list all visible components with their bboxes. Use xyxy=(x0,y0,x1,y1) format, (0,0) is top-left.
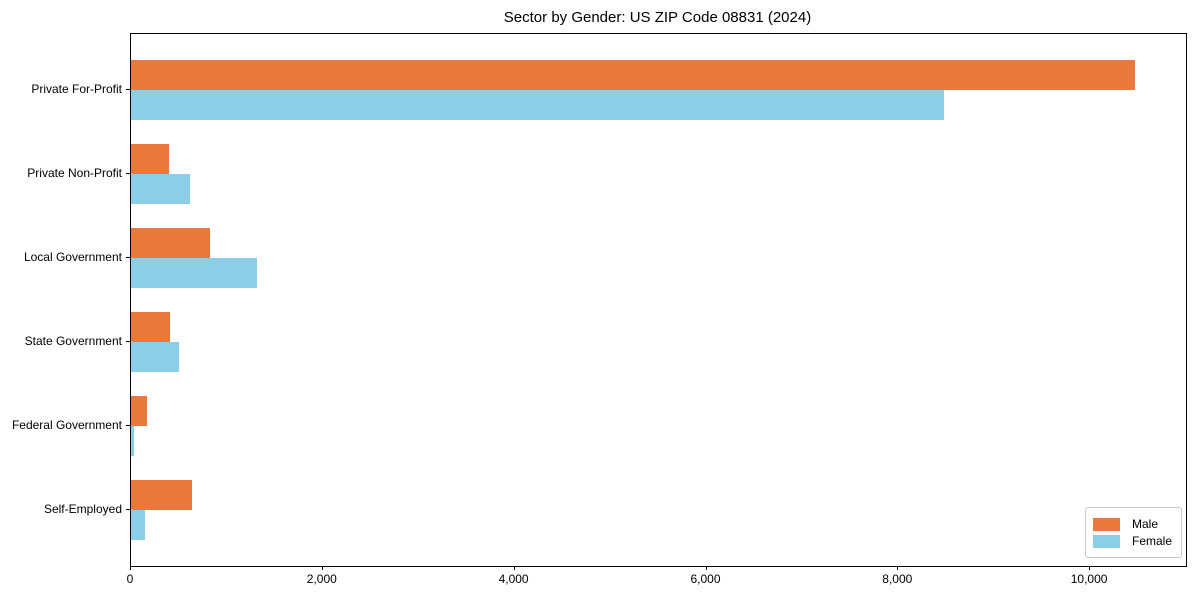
y-tick-mark xyxy=(126,341,130,342)
x-tick-mark xyxy=(897,566,899,570)
y-tick-label: Local Government xyxy=(23,250,122,264)
legend-label-male: Male xyxy=(1131,517,1158,531)
bar-male-private-for-profit xyxy=(131,60,1136,90)
x-tick-mark xyxy=(513,566,515,570)
y-tick-label: Self-Employed xyxy=(43,502,122,516)
bar-female-private-for-profit xyxy=(131,90,945,120)
x-tick-label: 10,000 xyxy=(1070,572,1108,586)
bars-layer xyxy=(131,34,1186,566)
y-tick-label: Federal Government xyxy=(11,418,122,432)
plot-area: Male Female xyxy=(130,33,1187,567)
bar-female-self-employed xyxy=(131,510,146,540)
y-tick-mark xyxy=(126,509,130,510)
bar-male-self-employed xyxy=(131,480,193,510)
bar-female-state-government xyxy=(131,342,179,372)
y-tick-label: Private Non-Profit xyxy=(27,166,122,180)
y-tick-mark xyxy=(126,173,130,174)
x-tick-label: 2,000 xyxy=(306,572,337,586)
bar-male-state-government xyxy=(131,312,171,342)
bar-male-private-non-profit xyxy=(131,144,170,174)
x-tick-mark xyxy=(130,566,131,570)
x-tick-label: 6,000 xyxy=(690,572,721,586)
bar-female-local-government xyxy=(131,258,257,288)
y-tick-label: State Government xyxy=(24,334,122,348)
female-series-swatch xyxy=(1092,534,1120,548)
x-tick-mark xyxy=(321,566,323,570)
legend: Male Female xyxy=(1084,507,1182,558)
legend-entry-male: Male xyxy=(1092,517,1172,531)
x-tick-label: 8,000 xyxy=(882,572,913,586)
male-series-swatch xyxy=(1092,517,1120,531)
bar-female-federal-government xyxy=(131,426,134,456)
y-tick-label: Private For-Profit xyxy=(31,82,122,96)
bar-male-local-government xyxy=(131,228,210,258)
bar-male-federal-government xyxy=(131,396,148,426)
y-tick-mark xyxy=(126,257,130,258)
x-tick-mark xyxy=(705,566,707,570)
x-tick-label: 0 xyxy=(126,572,134,586)
y-tick-mark xyxy=(126,425,130,426)
bar-female-private-non-profit xyxy=(131,174,190,204)
chart-title: Sector by Gender: US ZIP Code 08831 (202… xyxy=(503,9,812,26)
x-tick-mark xyxy=(1089,566,1091,570)
y-tick-mark xyxy=(126,89,130,90)
legend-entry-female: Female xyxy=(1092,534,1172,548)
x-tick-label: 4,000 xyxy=(498,572,529,586)
legend-label-female: Female xyxy=(1131,534,1172,548)
